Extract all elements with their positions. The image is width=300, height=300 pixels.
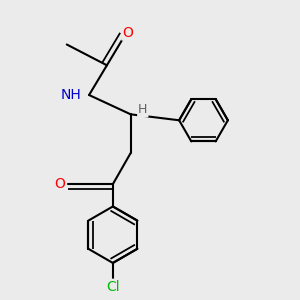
Text: H: H: [138, 103, 148, 116]
Text: NH: NH: [61, 88, 82, 102]
Text: O: O: [122, 26, 133, 40]
Text: Cl: Cl: [106, 280, 120, 294]
Text: O: O: [54, 177, 65, 191]
